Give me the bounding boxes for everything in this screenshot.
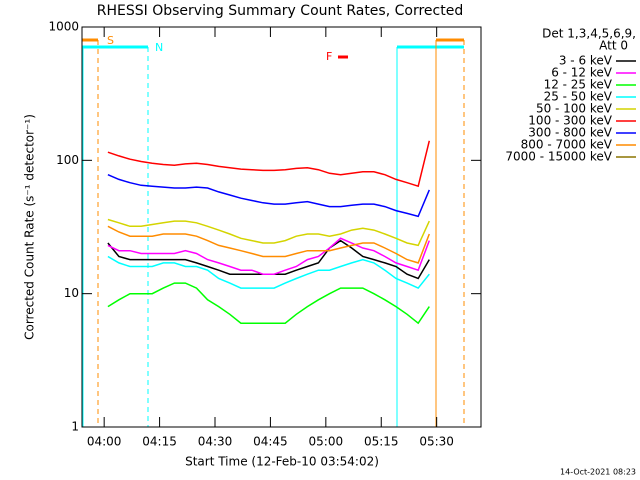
y-tick-label: 100 xyxy=(56,153,79,167)
legend-label: 7000 - 15000 keV xyxy=(505,150,612,164)
series-line xyxy=(107,237,431,275)
x-tick-label: 04:30 xyxy=(198,435,233,449)
annotation: S xyxy=(107,34,114,47)
annotation: N xyxy=(155,41,163,54)
legend-label: 3 - 6 keV xyxy=(559,54,613,68)
series-line xyxy=(107,225,431,264)
x-tick-label: 04:00 xyxy=(87,435,122,449)
legend-label: 6 - 12 keV xyxy=(551,66,613,80)
legend-label: 50 - 100 keV xyxy=(536,102,613,116)
series-line xyxy=(107,255,430,290)
x-tick-label: 05:15 xyxy=(364,435,399,449)
chart-title: RHESSI Observing Summary Count Rates, Co… xyxy=(97,3,463,19)
legend-label: 800 - 7000 keV xyxy=(521,138,613,152)
y-axis-label: Corrected Count Rate (s⁻¹ detector⁻¹) xyxy=(23,114,37,340)
y-tick-label: 10 xyxy=(64,286,79,300)
legend-label: 25 - 50 keV xyxy=(544,90,613,104)
footer: 14-Oct-2021 08:23 xyxy=(560,468,636,477)
legend-label: 300 - 800 keV xyxy=(528,126,612,140)
plot-frame xyxy=(81,26,482,428)
x-axis-label: Start Time (12-Feb-10 03:54:02) xyxy=(185,455,379,469)
x-tick-label: 04:45 xyxy=(253,435,288,449)
series-line xyxy=(107,174,430,218)
legend-label: 100 - 300 keV xyxy=(528,114,612,128)
y-tick-label: 1000 xyxy=(48,20,79,34)
series-line xyxy=(107,140,431,188)
x-tick-label: 04:15 xyxy=(142,435,177,449)
series-line xyxy=(107,218,430,247)
x-tick-label: 05:00 xyxy=(309,435,344,449)
series-line xyxy=(107,282,430,325)
legend-label: 12 - 25 keV xyxy=(544,78,613,92)
y-tick-label: 1 xyxy=(71,420,79,434)
flag-markers xyxy=(82,38,465,427)
annotation: F xyxy=(326,50,332,63)
x-tick-label: 05:30 xyxy=(419,435,454,449)
legend-header: Det 1,3,4,5,6,9, xyxy=(542,27,636,41)
legend-header: Att 0 xyxy=(599,39,628,53)
